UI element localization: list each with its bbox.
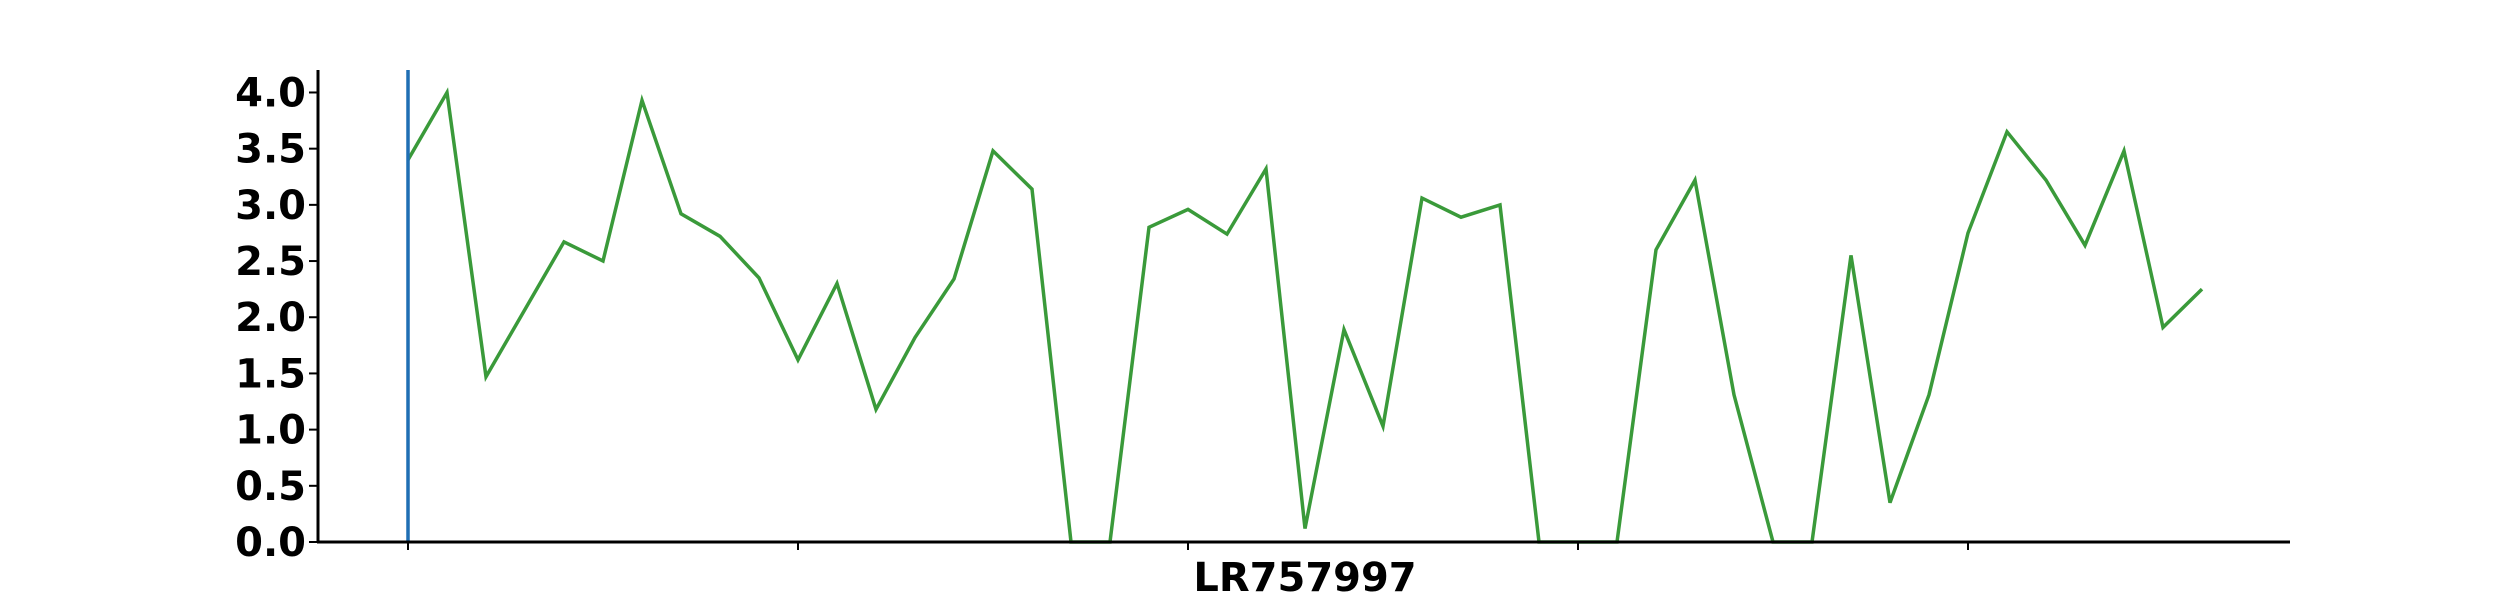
- x-axis-label: LR757997: [1193, 555, 1416, 600]
- y-tick-label: 2.0: [235, 295, 306, 341]
- y-tick-label: 2.5: [235, 239, 306, 285]
- y-tick-label: 4.0: [235, 70, 306, 116]
- y-tick-group: 0.0 0.5 1.0 1.5 2.0 2.5 3.0 3.5 4.0: [235, 70, 318, 566]
- y-tick-label: 3.0: [235, 183, 306, 229]
- y-tick-label: 1.5: [235, 351, 306, 397]
- x-tick-group: [407, 542, 1969, 550]
- y-tick-label: 0.5: [235, 464, 306, 510]
- chart-marks: [406, 70, 2204, 544]
- y-tick-label: 1.0: [235, 408, 306, 454]
- y-tick-label: 0.0: [235, 520, 306, 566]
- y-tick-label: 3.5: [235, 127, 306, 173]
- series-line: [406, 87, 2204, 544]
